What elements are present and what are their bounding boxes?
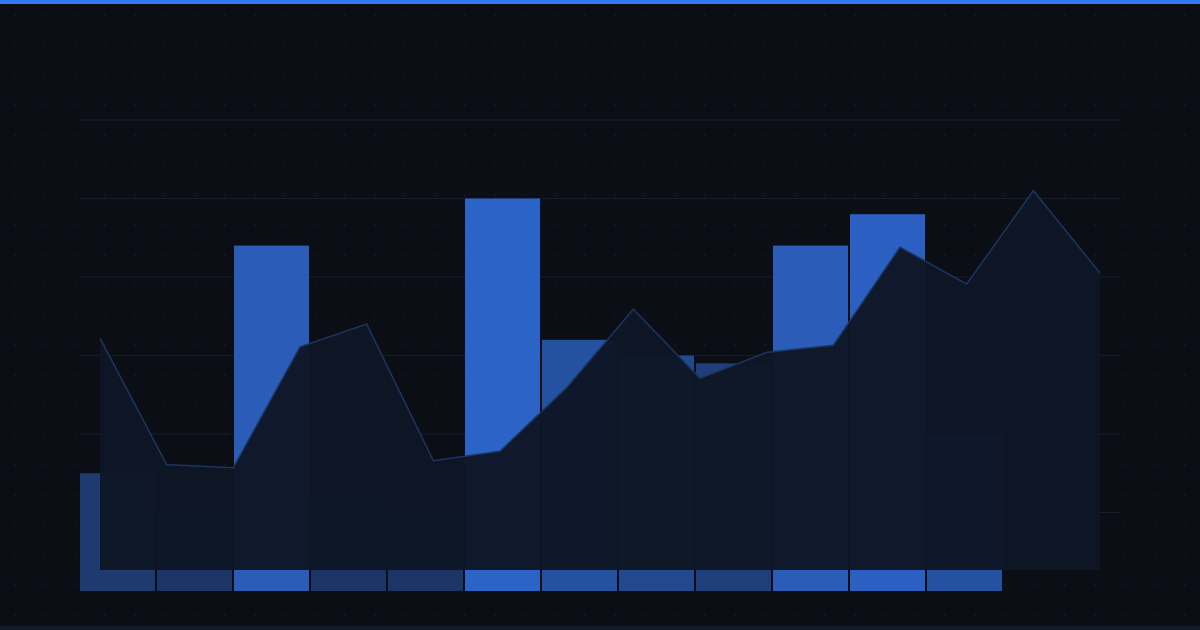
top-accent	[0, 0, 1200, 4]
area-line	[99, 189, 1101, 469]
area-layer	[99, 189, 1101, 570]
bottom-edge	[0, 626, 1200, 630]
area-fill	[100, 190, 1100, 570]
